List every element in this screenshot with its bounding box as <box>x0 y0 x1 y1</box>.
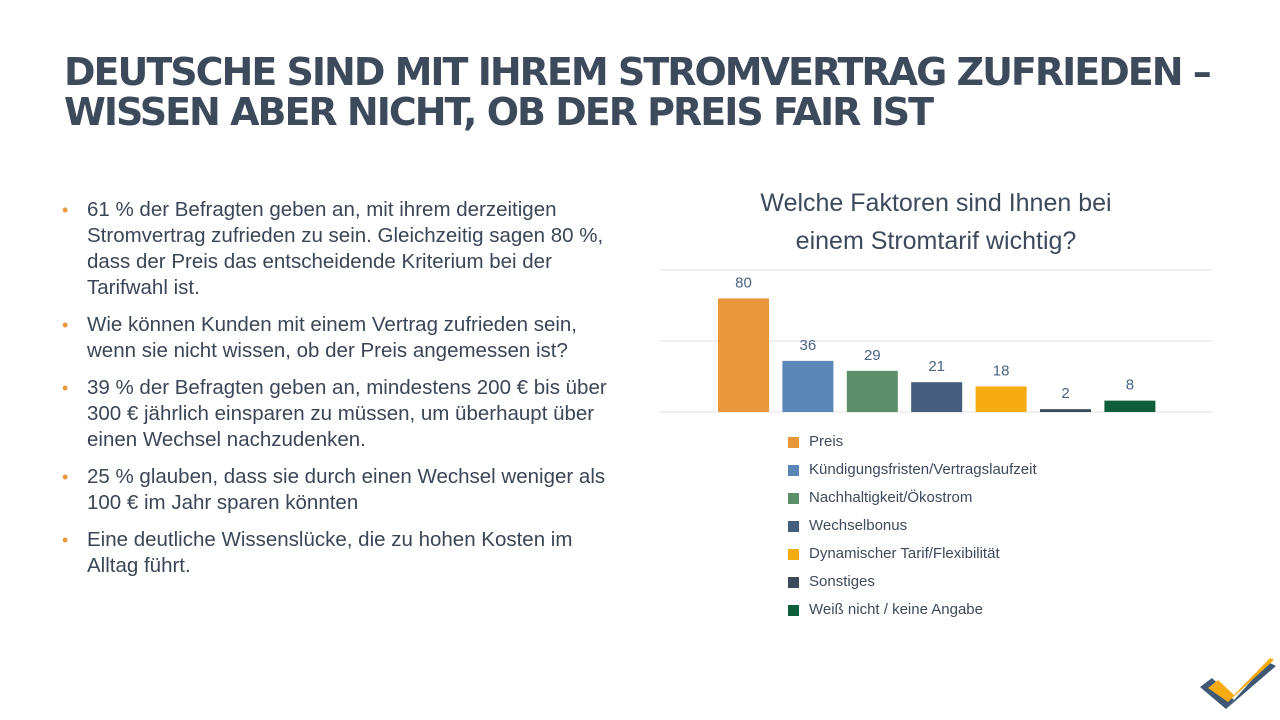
bullet-marker-icon: • <box>62 200 69 220</box>
legend-label: Kündigungsfristen/Vertragslaufzeit <box>809 461 1037 478</box>
bullet-marker-icon: • <box>62 315 69 335</box>
legend-item: Dynamischer Tarif/Flexibilität <box>788 540 1037 568</box>
title-line-2: WISSEN ABER NICHT, OB DER PREIS FAIR IST <box>64 90 934 134</box>
bullet-item: • 25 % glauben, dass sie durch einen Wech… <box>62 464 622 516</box>
legend-swatch <box>788 492 799 504</box>
checkmark-logo-icon <box>1200 658 1276 709</box>
legend-item: Weiß nicht / keine Angabe <box>788 596 1037 624</box>
bullet-text: Wie können Kunden mit einem Vertrag zufr… <box>87 313 577 362</box>
legend-label: Wechselbonus <box>809 517 908 534</box>
bullet-item: • 39 % der Befragten geben an, mindestens… <box>62 375 622 453</box>
legend-item: Sonstiges <box>788 568 1037 596</box>
bullet-text: 39 % der Befragten geben an, mindestens … <box>87 376 607 451</box>
chart-legend: Preis Kündigungsfristen/Vertragslaufzeit N… <box>788 428 1037 624</box>
legend-swatch <box>788 576 799 588</box>
bar <box>911 382 963 412</box>
bullet-list: • 61 % der Befragten geben an, mit ihrem … <box>62 197 622 590</box>
bullet-marker-icon: • <box>62 467 69 487</box>
legend-label: Weiß nicht / keine Angabe <box>809 601 983 618</box>
legend-label: Preis <box>809 433 844 450</box>
bar <box>718 298 769 412</box>
legend-item: Kündigungsfristen/Vertragslaufzeit <box>788 456 1037 484</box>
title-line-1: DEUTSCHE SIND MIT IHREM STROMVERTRAG ZUF… <box>64 50 1212 94</box>
bullet-marker-icon: • <box>62 530 69 550</box>
bullet-item: • Eine deutliche Wissenslücke, die zu hoh… <box>62 527 622 579</box>
chart-title-line-2: einem Stromtarif wichtig? <box>795 227 1077 255</box>
legend-swatch <box>788 604 799 616</box>
data-label: 21 <box>928 358 945 375</box>
legend-item: Nachhaltigkeit/Ökostrom <box>788 484 1037 512</box>
legend-swatch <box>788 436 799 448</box>
bullet-text: 25 % glauben, dass sie durch einen Wechs… <box>87 465 606 514</box>
bullet-item: • Wie können Kunden mit einem Vertrag zuf… <box>62 312 622 364</box>
data-label: 80 <box>735 274 752 291</box>
bar-chart: 80 36 29 21 18 2 8 <box>660 269 1212 413</box>
chart-title-line-1: Welche Faktoren sind Ihnen bei <box>760 189 1112 217</box>
slide-title: DEUTSCHE SIND MIT IHREM STROMVERTRAG ZUF… <box>64 52 1214 132</box>
bar <box>846 370 898 412</box>
legend-item: Wechselbonus <box>788 512 1037 540</box>
legend-swatch <box>788 548 799 560</box>
chart-title: Welche Faktoren sind Ihnen bei einem Str… <box>660 184 1212 260</box>
bar <box>1104 400 1156 412</box>
data-label: 29 <box>864 347 881 364</box>
data-label: 36 <box>800 337 817 354</box>
legend-label: Nachhaltigkeit/Ökostrom <box>809 489 973 506</box>
bar <box>975 386 1027 412</box>
bullet-text: 61 % der Befragten geben an, mit ihrem d… <box>87 198 604 299</box>
legend-label: Dynamischer Tarif/Flexibilität <box>809 545 1000 562</box>
legend-swatch <box>788 464 799 476</box>
data-label: 2 <box>1061 385 1069 402</box>
legend-item: Preis <box>788 428 1037 456</box>
bar <box>1040 409 1091 412</box>
legend-swatch <box>788 520 799 532</box>
data-label: 18 <box>993 362 1010 379</box>
bullet-text: Eine deutliche Wissenslücke, die zu hohe… <box>87 528 573 577</box>
data-label: 8 <box>1126 377 1134 394</box>
bullet-marker-icon: • <box>62 378 69 398</box>
bar <box>782 360 834 412</box>
bullet-item: • 61 % der Befragten geben an, mit ihrem … <box>62 197 622 301</box>
legend-label: Sonstiges <box>809 573 875 590</box>
